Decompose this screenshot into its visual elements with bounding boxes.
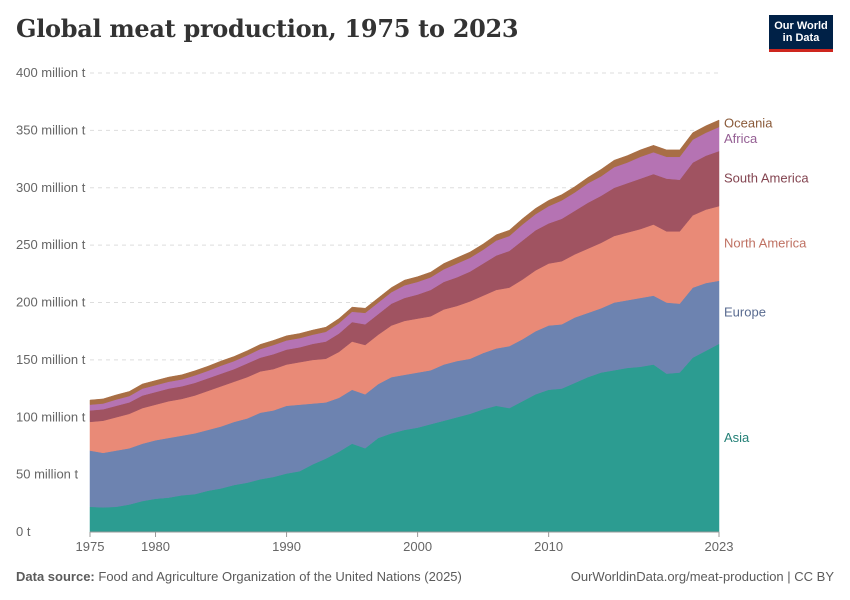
data-source-text: Food and Agriculture Organization of the… <box>98 569 462 584</box>
area-oceania <box>89 119 720 405</box>
data-source-label: Data source: <box>16 569 95 584</box>
series-labels: Asia Europe North America South America Afri… <box>724 115 809 444</box>
owid-logo[interactable]: Our World in Data <box>769 15 833 52</box>
axes: 0 t 50 million t 100 million t 150 million … <box>16 65 733 554</box>
x-tick-label: 1990 <box>272 539 301 554</box>
chart-title: Global meat production, 1975 to 2023 <box>16 14 519 43</box>
y-tick-label: 250 million t <box>16 237 86 252</box>
label-europe: Europe <box>724 304 766 319</box>
label-asia: Asia <box>724 430 750 445</box>
y-tick-label: 200 million t <box>16 295 86 310</box>
label-north-america: North America <box>724 235 807 250</box>
y-tick-label: 150 million t <box>16 352 86 367</box>
source-link[interactable]: OurWorldinData.org/meat-production | CC … <box>570 569 834 584</box>
x-tick-label: 1980 <box>141 539 170 554</box>
y-tick-label: 0 t <box>16 524 31 539</box>
label-oceania: Oceania <box>724 115 773 130</box>
logo-line-1: Our World <box>774 20 828 32</box>
y-tick-label: 300 million t <box>16 180 86 195</box>
y-tick-label: 400 million t <box>16 65 86 80</box>
y-tick-label: 350 million t <box>16 122 86 137</box>
x-tick-label: 2023 <box>705 539 734 554</box>
area-series <box>89 119 720 533</box>
y-tick-label: 100 million t <box>16 409 86 424</box>
x-tick-label: 2010 <box>534 539 563 554</box>
logo-line-2: in Data <box>782 32 820 44</box>
x-tick-label: 2000 <box>403 539 432 554</box>
y-tick-label: 50 million t <box>16 467 79 482</box>
data-source-note: Data source: Food and Agriculture Organi… <box>16 569 462 584</box>
label-africa: Africa <box>724 131 758 146</box>
x-tick-label: 1975 <box>76 539 105 554</box>
label-south-america: South America <box>724 171 809 186</box>
